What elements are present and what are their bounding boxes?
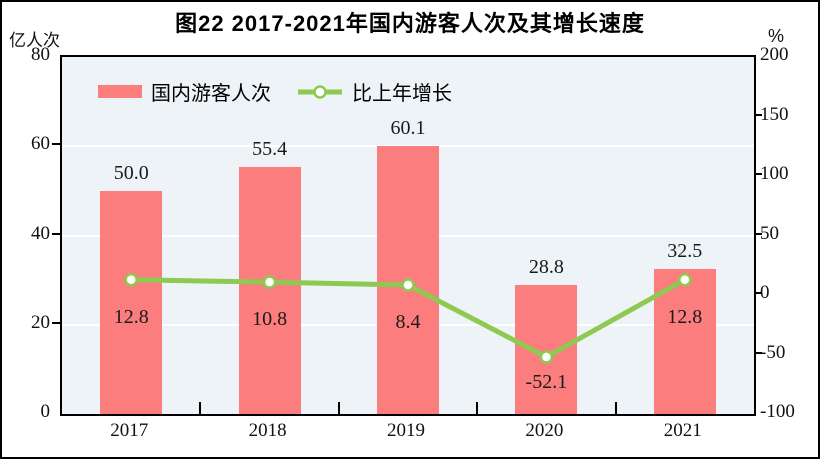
line-point-marker	[262, 275, 277, 289]
right-axis-tick-mark	[754, 173, 762, 175]
right-axis-tick-label: 100	[760, 163, 789, 184]
line-series-legend-label: 比上年增长	[352, 83, 452, 105]
line-value-label: 12.8	[667, 305, 703, 328]
bar-value-label: 60.1	[390, 116, 426, 139]
left-axis-tick-label: 80	[31, 44, 50, 65]
right-axis-tick-label: 200	[760, 44, 789, 65]
right-axis-tick-mark	[754, 351, 762, 354]
right-axis-tick-label: 50	[760, 222, 779, 244]
x-axis-tick	[337, 402, 340, 414]
left-axis-tick-label: 0	[40, 401, 51, 422]
x-axis-label-2020: 2020	[525, 420, 564, 441]
growth-line-series	[124, 273, 692, 364]
line-value-label: 10.8	[252, 308, 288, 331]
right-axis-tick-label: 0	[760, 282, 770, 303]
left-axis-tick-mark	[52, 232, 60, 235]
line-point-marker	[678, 273, 692, 287]
bar-value-label: 50.0	[113, 161, 149, 184]
right-axis-tick-label: 150	[760, 103, 789, 125]
left-axis-unit-label: 亿人次	[9, 31, 60, 50]
line-value-label: -52.1	[525, 370, 568, 393]
right-axis-tick-mark	[754, 292, 762, 294]
bar-value-label: 55.4	[252, 137, 288, 160]
line-value-label: 8.4	[395, 311, 421, 333]
x-axis-tick	[614, 402, 617, 414]
bar-2020	[515, 285, 578, 414]
bar-value-label: 32.5	[667, 239, 703, 262]
left-axis-tick-mark	[52, 321, 60, 324]
x-axis-label-2019: 2019	[387, 420, 425, 441]
line-point-marker	[401, 278, 415, 292]
left-axis-tick-label: 40	[31, 222, 50, 244]
right-axis-tick-mark	[754, 232, 762, 235]
right-axis-tick-label: -50	[760, 341, 786, 363]
chart-title: 图22 2017-2021年国内游客人次及其增长速度	[175, 11, 645, 36]
bar-series-legend-label: 国内游客人次	[151, 83, 271, 105]
right-axis-tick-label: -100	[760, 401, 795, 422]
plot-area: 国内游客人次 比上年增长 50.0 55.4 60.1 28.8 32.5 12.8 10.…	[60, 55, 756, 416]
left-axis-tick-mark	[52, 143, 60, 146]
x-axis-tick	[476, 402, 479, 414]
left-axis-tick-label: 60	[31, 133, 50, 155]
bar-series-swatch	[98, 85, 142, 98]
line-value-label: 12.8	[113, 305, 149, 328]
bar-value-label: 28.8	[528, 256, 564, 279]
x-axis-label-2021: 2021	[663, 420, 702, 441]
x-axis-label-2017: 2017	[110, 420, 149, 441]
right-axis-unit-label: %	[768, 26, 785, 46]
chart-legend: 国内游客人次 比上年增长	[98, 77, 452, 106]
x-axis-label-2018: 2018	[248, 420, 287, 441]
bar-2018	[238, 166, 301, 414]
line-point-marker	[539, 350, 554, 364]
line-point-marker	[124, 273, 138, 287]
line-series-sample-icon	[297, 84, 343, 100]
left-axis-tick-label: 20	[31, 311, 50, 333]
bar-2017	[100, 190, 163, 414]
right-axis-tick-mark	[754, 113, 762, 116]
x-axis-tick	[199, 402, 202, 414]
